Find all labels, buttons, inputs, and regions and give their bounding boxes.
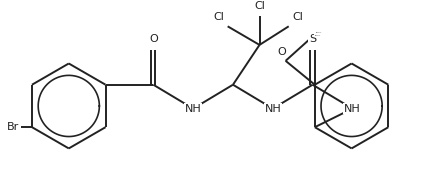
Text: methoxy: methoxy [316, 32, 322, 33]
Text: O: O [278, 47, 286, 57]
Text: NH: NH [264, 104, 281, 114]
Text: NH: NH [185, 104, 201, 114]
Text: S: S [309, 34, 316, 44]
Text: methoxy: methoxy [314, 31, 320, 32]
Text: methoxy: methoxy [315, 34, 321, 36]
Text: O: O [149, 34, 158, 44]
Text: Cl: Cl [213, 12, 224, 22]
Text: Cl: Cl [293, 12, 303, 22]
Text: NH: NH [344, 104, 361, 114]
Text: Br: Br [7, 122, 20, 132]
Text: Cl: Cl [254, 1, 265, 11]
